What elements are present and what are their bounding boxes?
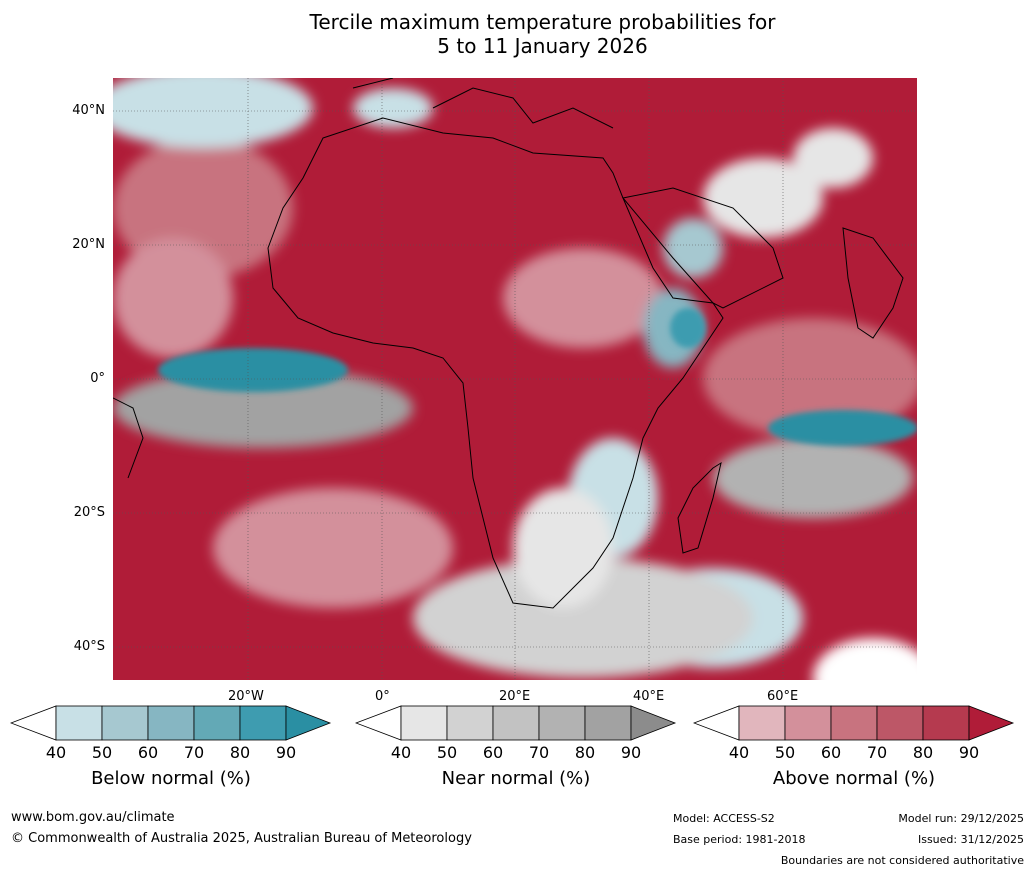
cb-above-bin-3 — [830, 705, 878, 741]
cb-above-tick-90: 90 — [958, 743, 980, 762]
cb-near-bin-4 — [538, 705, 586, 741]
title-line-1: Tercile maximum temperature probabilitie… — [309, 10, 776, 34]
south-africa-grey — [513, 488, 613, 608]
sahel-pink-zone — [503, 248, 663, 348]
iran-grey — [793, 128, 873, 188]
map-svg — [113, 78, 917, 680]
boundaries-disclaimer: Boundaries are not considered authoritat… — [780, 854, 1024, 867]
cb-near-tick-70: 70 — [528, 743, 550, 762]
gulf-of-guinea-grey — [113, 368, 413, 448]
base-period-info: Base period: 1981-2018 — [673, 833, 806, 846]
cb-near-tick-60: 60 — [482, 743, 504, 762]
lon-label-20e: 20°E — [499, 689, 531, 704]
cb-below-bin-4 — [193, 705, 241, 741]
copyright-text: © Commonwealth of Australia 2025, Austra… — [11, 831, 472, 846]
cb-near-arrow-high — [630, 705, 677, 741]
lon-label-60e: 60°E — [767, 689, 799, 704]
lat-label-0: 0° — [90, 371, 105, 386]
cb-below-arrow-high — [285, 705, 332, 741]
cb-below-tick-80: 80 — [229, 743, 251, 762]
cb-above-tick-80: 80 — [912, 743, 934, 762]
arabian-sea-pink — [703, 318, 917, 438]
atlantic-pink-zone — [113, 238, 233, 358]
colorbar-above-normal — [693, 705, 1015, 741]
cb-above-bin-1 — [738, 705, 786, 741]
cb-below-bin-2 — [101, 705, 149, 741]
cb-above-arrow-high — [968, 705, 1015, 741]
lon-label-0: 0° — [375, 689, 390, 704]
cb-near-tick-40: 40 — [390, 743, 412, 762]
cb-below-label: Below normal (%) — [91, 768, 251, 789]
cb-above-bin-4 — [876, 705, 924, 741]
chart-title: Tercile maximum temperature probabilitie… — [0, 10, 1035, 58]
cb-above-tick-50: 50 — [774, 743, 796, 762]
title-line-2: 5 to 11 January 2026 — [437, 34, 648, 58]
south-america-coastline — [113, 397, 144, 479]
cb-near-bin-3 — [492, 705, 540, 741]
horn-of-africa-blue — [670, 308, 706, 348]
lon-label-20w: 20°W — [228, 689, 264, 704]
arabia-coastline — [622, 187, 784, 309]
cb-near-bin-1 — [400, 705, 448, 741]
issued-info: Issued: 31/12/2025 — [917, 833, 1024, 846]
cb-above-bin-2 — [784, 705, 832, 741]
cb-above-tick-40: 40 — [728, 743, 750, 762]
cb-above-tick-70: 70 — [866, 743, 888, 762]
cb-above-arrow-low — [693, 705, 740, 741]
cb-near-tick-80: 80 — [574, 743, 596, 762]
cb-below-bin-5 — [239, 705, 287, 741]
website-link[interactable]: www.bom.gov.au/climate — [11, 810, 175, 825]
model-info: Model: ACCESS-S2 — [673, 812, 775, 825]
strong-below-normal — [158, 308, 917, 446]
cb-below-tick-40: 40 — [45, 743, 67, 762]
cb-near-bin-5 — [584, 705, 632, 741]
madagascar-coastline — [677, 461, 722, 554]
lat-label-20s: 20°S — [73, 505, 105, 520]
cb-below-tick-70: 70 — [183, 743, 205, 762]
cb-above-bin-5 — [922, 705, 970, 741]
probability-map — [113, 78, 917, 680]
colorbar-below-normal — [10, 705, 332, 741]
cb-below-arrow-low — [10, 705, 57, 741]
cb-below-tick-90: 90 — [275, 743, 297, 762]
iberia-blue — [353, 88, 433, 128]
cb-below-tick-60: 60 — [137, 743, 159, 762]
atlantic-equatorial-blue — [158, 348, 348, 392]
middle-east-grey — [703, 158, 823, 238]
south-atlantic-pink — [213, 488, 453, 608]
gridlines — [113, 78, 917, 680]
cb-above-label: Above normal (%) — [772, 768, 936, 789]
cb-near-label: Near normal (%) — [441, 768, 591, 789]
africa-coastline — [267, 117, 724, 609]
india-coastline — [842, 227, 904, 339]
probability-fields — [113, 78, 917, 680]
cb-below-bin-3 — [147, 705, 195, 741]
cb-above-tick-60: 60 — [820, 743, 842, 762]
cb-near-tick-50: 50 — [436, 743, 458, 762]
colorbar-near-normal — [355, 705, 677, 741]
cb-below-bin-1 — [55, 705, 103, 741]
model-run-info: Model run: 29/12/2025 — [898, 812, 1024, 825]
lat-label-40s: 40°S — [73, 639, 105, 654]
north-atlantic-blue — [113, 78, 313, 148]
lat-label-40n: 40°N — [72, 103, 105, 118]
europe-coastline — [352, 78, 614, 129]
cb-below-tick-50: 50 — [91, 743, 113, 762]
arabia-blue — [663, 218, 723, 278]
cb-near-tick-90: 90 — [620, 743, 642, 762]
lat-label-20n: 20°N — [72, 237, 105, 252]
far-south-white — [813, 638, 917, 680]
lon-label-40e: 40°E — [633, 689, 665, 704]
indian-ocean-grey — [713, 438, 913, 518]
indian-ocean-blue — [768, 410, 917, 446]
south-indian-grey — [413, 558, 753, 678]
cb-near-arrow-low — [355, 705, 402, 741]
cb-near-bin-2 — [446, 705, 494, 741]
